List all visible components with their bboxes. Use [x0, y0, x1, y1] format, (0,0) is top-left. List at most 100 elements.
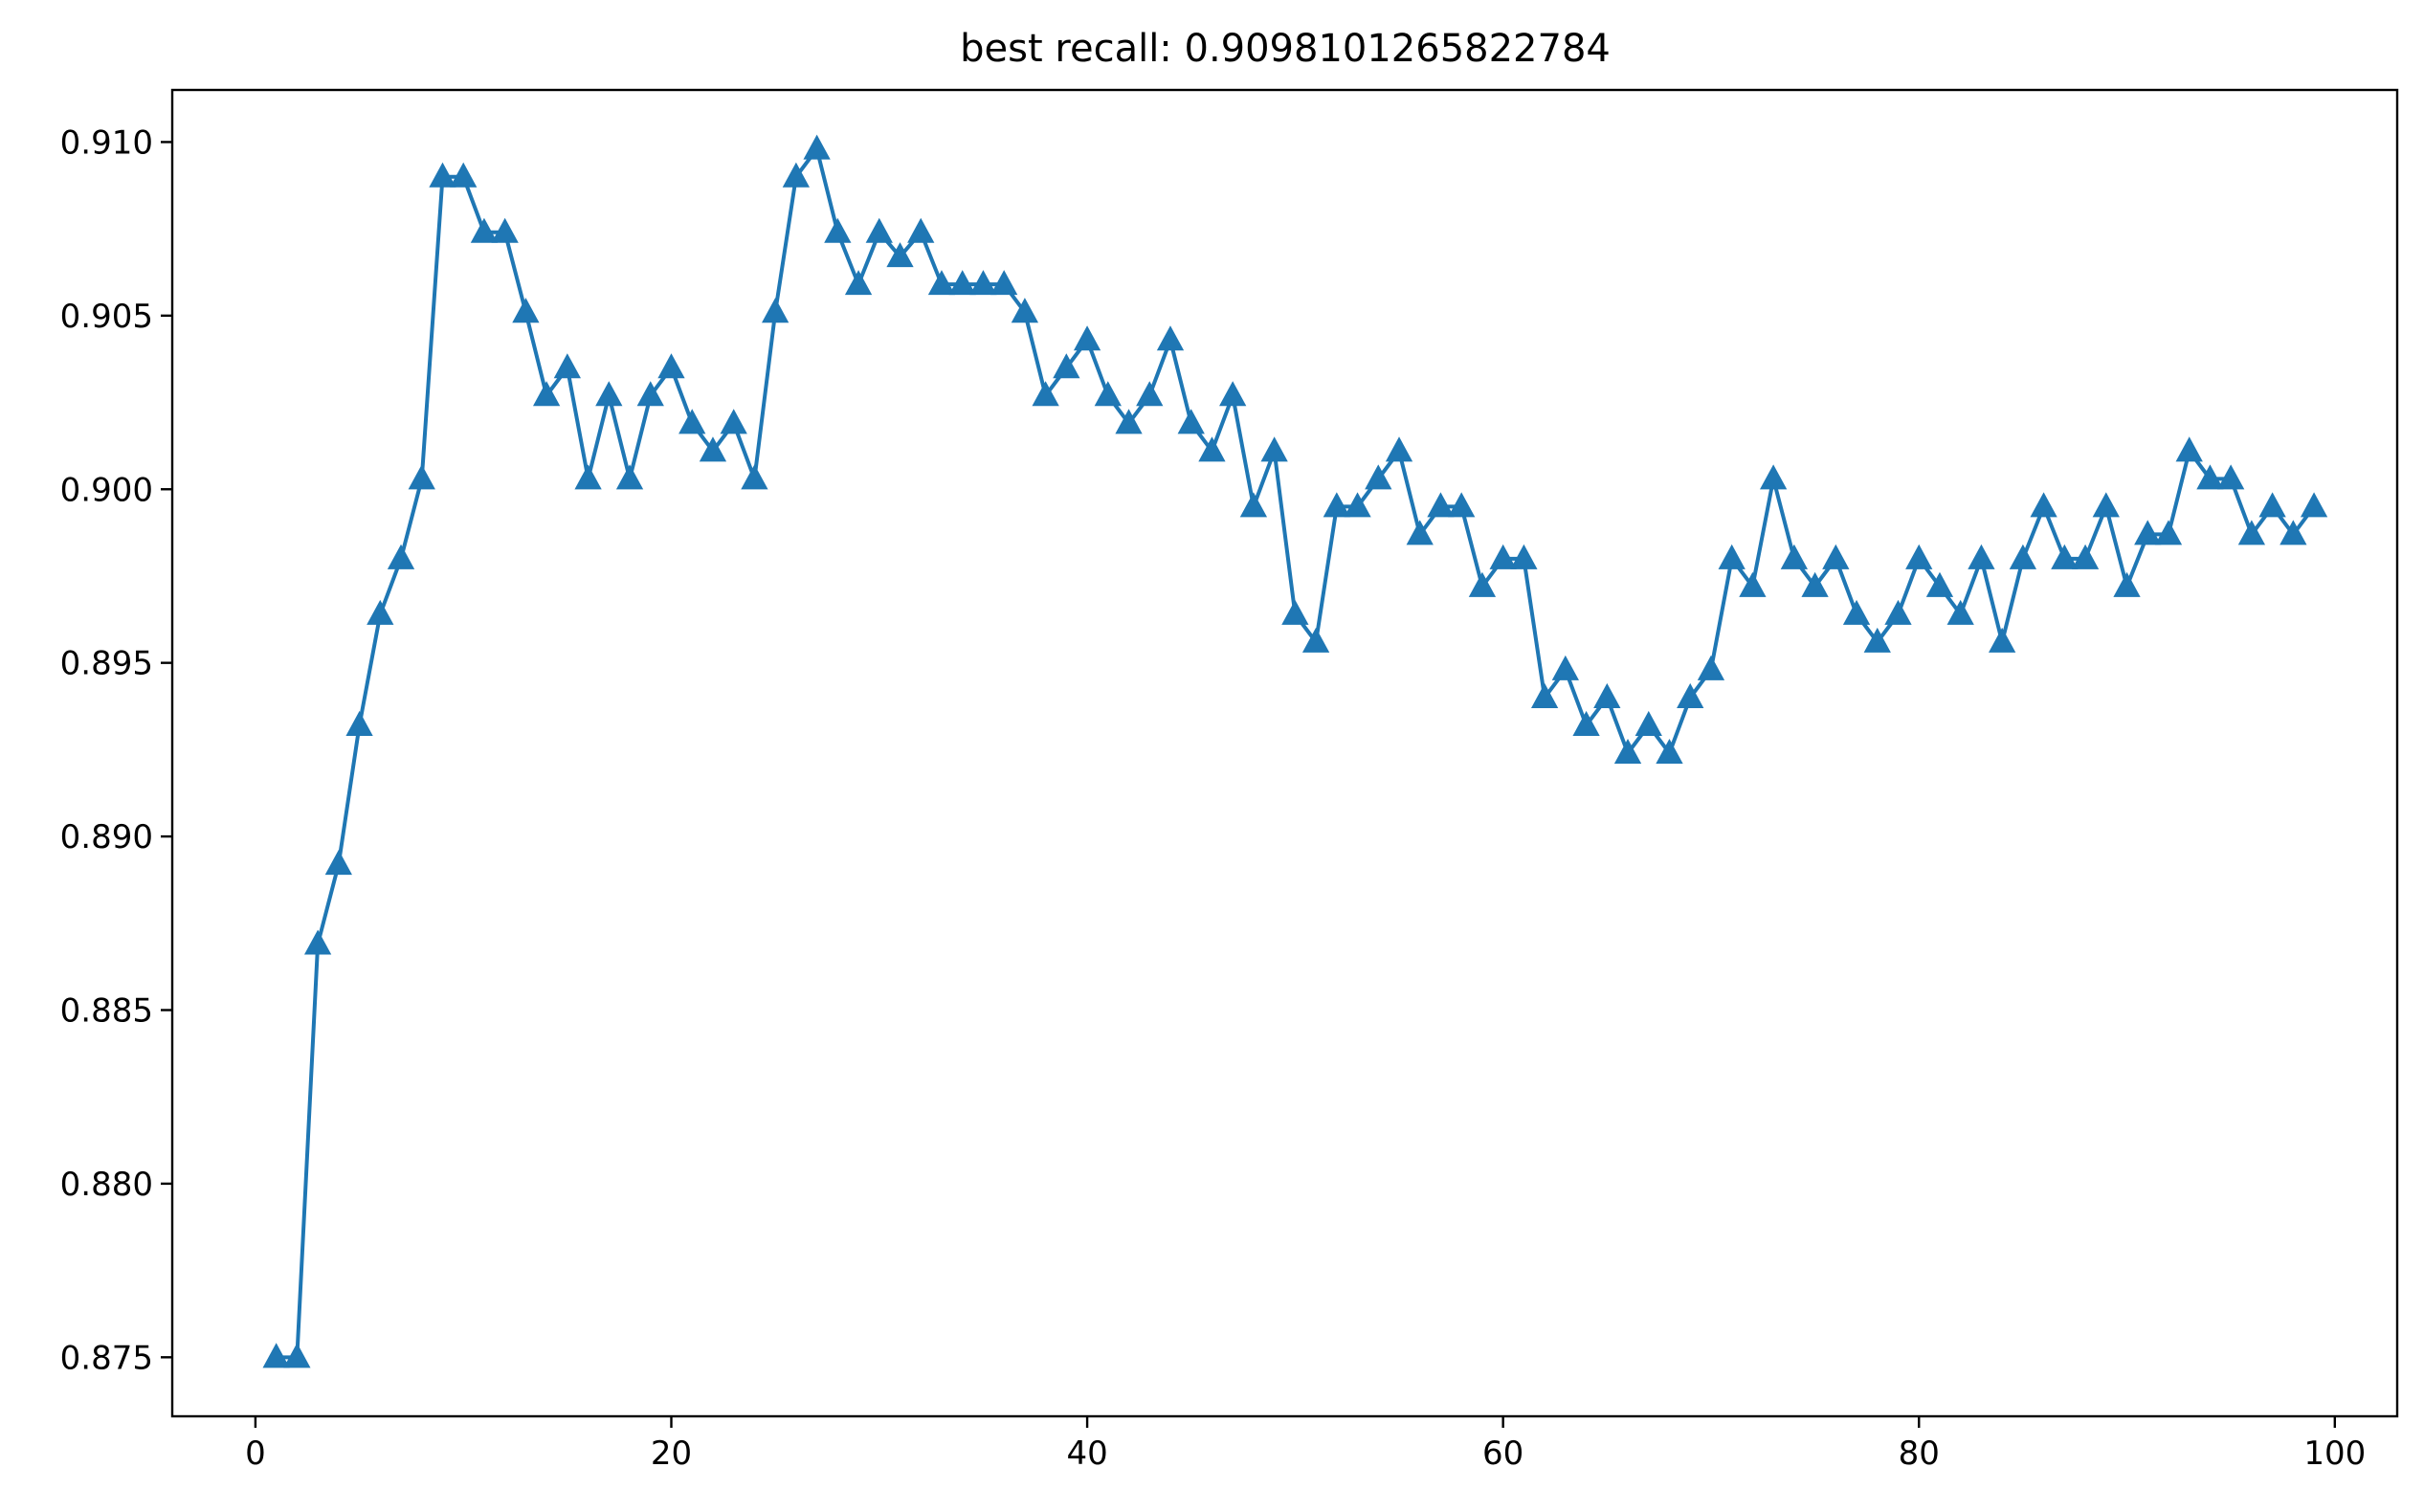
data-point-marker — [574, 464, 602, 490]
data-point-marker — [761, 298, 789, 323]
data-point-marker — [615, 464, 644, 490]
data-point-marker — [1301, 627, 1330, 653]
data-point-marker — [1905, 544, 1933, 569]
data-point-marker — [1884, 599, 1912, 625]
x-tick-label: 100 — [2303, 1434, 2366, 1473]
data-point-marker — [2217, 464, 2245, 490]
data-point-marker — [2258, 492, 2286, 518]
data-point-marker — [969, 270, 997, 296]
data-point-marker — [1968, 544, 1995, 569]
data-point-marker — [741, 464, 768, 490]
data-point-marker — [865, 217, 893, 243]
chart-title: best recall: 0.9098101265822784 — [960, 27, 1611, 71]
data-point-marker — [1053, 353, 1080, 379]
data-point-marker — [470, 217, 499, 243]
data-point-marker — [2051, 544, 2079, 569]
data-point-marker — [491, 217, 519, 243]
data-point-marker — [1198, 436, 1226, 462]
data-point-marker — [595, 381, 623, 407]
data-point-marker — [782, 162, 811, 188]
data-point-marker — [408, 464, 435, 490]
data-point-marker — [2030, 492, 2057, 518]
data-point-marker — [1219, 381, 1247, 407]
data-point-marker — [1032, 381, 1059, 407]
data-point-marker — [1842, 599, 1871, 625]
data-point-marker — [1385, 436, 1413, 462]
data-point-marker — [2300, 492, 2328, 518]
data-point-marker — [1572, 710, 1600, 736]
data-point-marker — [1739, 571, 1767, 597]
y-tick-label: 0.895 — [60, 645, 153, 683]
data-point-marker — [1448, 492, 1476, 518]
data-point-marker — [1551, 655, 1579, 680]
y-tick-label: 0.875 — [60, 1339, 153, 1377]
data-point-marker — [657, 353, 685, 379]
data-point-marker — [1593, 682, 1621, 708]
data-point-marker — [1094, 381, 1122, 407]
data-point-marker — [324, 850, 352, 876]
data-point-marker — [283, 1343, 311, 1368]
plot-frame — [170, 88, 2399, 1418]
data-point-marker — [1780, 544, 1809, 569]
data-point-marker — [262, 1343, 290, 1368]
y-tick-label: 0.885 — [60, 991, 153, 1030]
data-point-marker — [1677, 682, 1704, 708]
data-point-marker — [636, 381, 664, 407]
data-point-marker — [1239, 492, 1268, 518]
data-point-marker — [1177, 409, 1205, 434]
data-point-marker — [387, 544, 415, 569]
data-point-marker — [532, 381, 561, 407]
x-tick-label: 20 — [651, 1434, 692, 1473]
data-point-marker — [1011, 298, 1039, 323]
data-point-marker — [1260, 436, 1288, 462]
data-point-marker — [1323, 492, 1350, 518]
data-point-marker — [1489, 544, 1517, 569]
data-point-marker — [1801, 571, 1829, 597]
data-point-marker — [303, 929, 332, 955]
data-point-marker — [512, 298, 540, 323]
data-point-marker — [1281, 599, 1309, 625]
data-point-marker — [699, 436, 727, 462]
x-tick-label: 60 — [1482, 1434, 1523, 1473]
data-point-marker — [1946, 599, 1974, 625]
data-point-marker — [720, 409, 747, 434]
x-axis: 0 20 40 60 80 100 — [245, 1416, 2366, 1473]
y-tick-label: 0.890 — [60, 818, 153, 856]
data-point-marker — [1510, 544, 1538, 569]
data-point-marker — [927, 270, 956, 296]
data-point-marker — [429, 162, 456, 188]
data-point-marker — [1406, 520, 1434, 545]
data-point-marker — [1656, 738, 1683, 764]
data-point-marker — [553, 353, 581, 379]
data-point-marker — [1427, 492, 1455, 518]
data-point-marker — [1697, 655, 1725, 680]
data-point-marker — [1635, 710, 1662, 736]
data-point-marker — [1468, 571, 1497, 597]
data-point-marker — [450, 162, 478, 188]
data-point-marker — [2154, 520, 2183, 545]
y-tick-label: 0.900 — [60, 471, 153, 509]
x-tick-label: 0 — [245, 1434, 266, 1473]
data-point-marker — [907, 217, 935, 243]
data-point-marker — [990, 270, 1018, 296]
data-point-marker — [1822, 544, 1850, 569]
data-point-marker — [2134, 520, 2162, 545]
data-point-marker — [2237, 520, 2266, 545]
y-tick-label: 0.910 — [60, 123, 153, 162]
data-point-marker — [1759, 464, 1788, 490]
x-tick-label: 40 — [1066, 1434, 1107, 1473]
y-tick-label: 0.905 — [60, 298, 153, 336]
data-point-marker — [1156, 325, 1185, 351]
data-point-marker — [2071, 544, 2100, 569]
data-point-marker — [824, 217, 852, 243]
data-point-marker — [2279, 520, 2307, 545]
data-point-marker — [948, 270, 976, 296]
data-point-marker — [803, 134, 831, 160]
data-point-marker — [1344, 492, 1371, 518]
data-point-marker — [2009, 544, 2037, 569]
data-point-marker — [1530, 682, 1559, 708]
data-point-marker — [678, 409, 706, 434]
y-tick-label: 0.880 — [60, 1166, 153, 1204]
